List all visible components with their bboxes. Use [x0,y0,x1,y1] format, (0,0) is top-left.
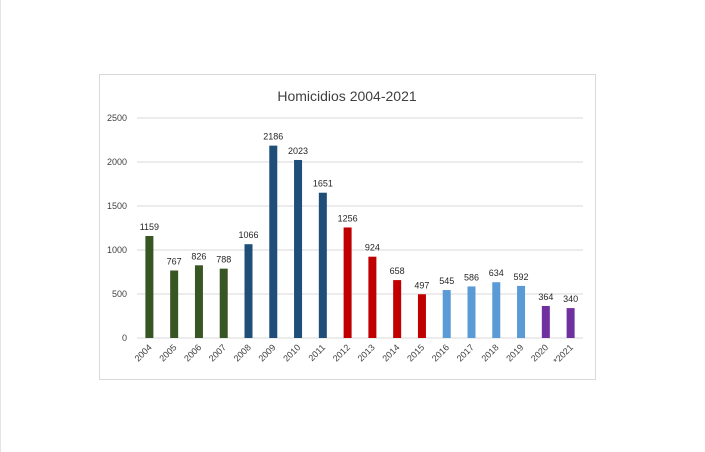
data-label: 586 [464,272,479,282]
x-axis-ticks: 2004 2005 2006 2007 2008 2009 2010 2011 2012 2013… [133,342,575,366]
bar-2018 [492,282,501,338]
data-label: 2023 [288,146,308,156]
x-tick-label: 2018 [479,342,500,363]
data-label: 2186 [263,132,283,142]
data-label: 658 [390,266,405,276]
x-tick-label: 2013 [356,342,377,363]
y-tick-label: 0 [122,333,127,343]
bar-2014 [393,280,402,338]
y-axis-ticks: 0 500 1000 1500 2000 2500 [107,113,127,343]
bar-2020 [541,305,550,338]
gridlines [137,117,583,339]
data-label: 497 [414,280,429,290]
data-label: 1066 [238,230,258,240]
y-tick-label: 2500 [107,113,127,123]
x-tick-label: *2021 [551,342,575,366]
data-labels: 1159 767 826 788 1066 2186 2023 1651 1256 924 658 4… [140,132,578,304]
y-tick-label: 500 [112,289,127,299]
data-label: 340 [563,294,578,304]
x-tick-label: 2017 [455,342,476,363]
bar-2017 [467,286,476,338]
x-tick-label: 2016 [430,342,451,363]
data-label: 545 [439,276,454,286]
bar-2016 [442,290,451,338]
x-tick-label: 2007 [207,342,228,363]
bar-2004 [145,236,154,338]
data-label: 1159 [140,222,159,232]
x-tick-label: 2012 [331,342,352,363]
data-label: 364 [538,292,553,302]
bar-2015 [417,294,426,338]
x-tick-label: 2004 [133,342,154,363]
bar-2008 [244,244,253,338]
x-tick-label: 2015 [405,342,426,363]
data-label: 1256 [338,213,358,223]
bar-2010 [294,159,303,338]
bar-2005 [170,270,179,338]
bars [145,145,575,338]
x-tick-label: 2010 [281,342,302,363]
chart-title: Homicidios 2004-2021 [277,88,417,104]
bar-2006 [194,265,203,338]
y-tick-label: 1500 [107,201,127,211]
data-label: 634 [489,268,504,278]
x-tick-label: 2005 [157,342,178,363]
y-tick-label: 1000 [107,245,127,255]
data-label: 1651 [313,179,333,189]
bar-2019 [517,285,526,338]
bar-2011 [318,192,327,338]
data-label: 592 [514,272,529,282]
x-tick-label: 2011 [306,342,327,363]
data-label: 924 [365,243,380,253]
data-label: 826 [191,251,206,261]
bar-2007 [219,268,228,338]
data-label: 788 [216,255,231,265]
x-tick-label: 2014 [380,342,401,363]
bar-p2021 [566,308,575,338]
x-tick-label: 2006 [182,342,203,363]
bar-2013 [368,256,377,338]
x-tick-label: 2008 [232,342,253,363]
y-tick-label: 2000 [107,157,127,167]
data-label: 767 [167,257,182,267]
x-tick-label: 2009 [256,342,277,363]
bar-2012 [343,227,352,338]
x-tick-label: 2019 [504,342,525,363]
bar-2009 [269,145,278,338]
x-tick-label: 2020 [529,342,550,363]
